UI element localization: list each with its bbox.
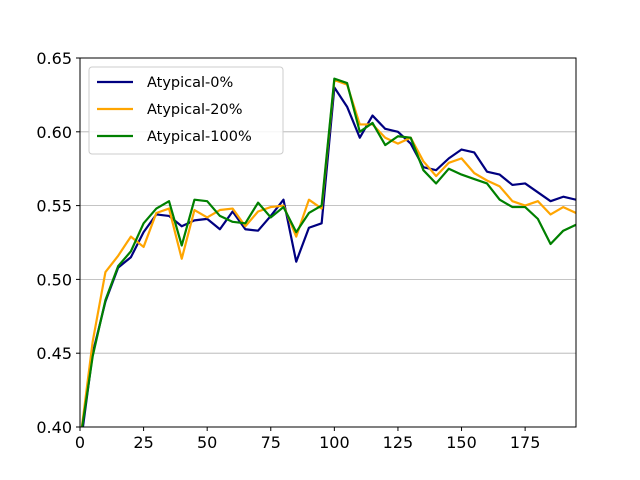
x-axis: 0 25 50 75 100 125 150 175: [75, 427, 540, 452]
legend-label-3: Atypical-100%: [147, 129, 252, 145]
y-axis: 0.40 0.45 0.50 0.55 0.60 0.65: [36, 49, 80, 437]
legend-box: [88, 66, 284, 155]
x-tick-label: 50: [197, 433, 217, 452]
y-tick-label: 0.60: [36, 123, 72, 142]
legend-label-2: Atypical-20%: [147, 102, 243, 118]
y-tick-label: 0.50: [36, 270, 72, 289]
y-tick-label: 0.45: [36, 344, 72, 363]
x-tick-label: 175: [510, 433, 541, 452]
series-lines: [80, 77, 576, 427]
x-tick-label: 150: [446, 433, 477, 452]
x-tick-label: 0: [75, 433, 85, 452]
x-tick-label: 75: [261, 433, 281, 452]
x-tick-label: 25: [133, 433, 153, 452]
y-tick-label: 0.65: [36, 49, 72, 68]
series-line-3: [81, 77, 576, 427]
legend: Atypical-0% Atypical-20% Atypical-100%: [88, 66, 284, 155]
x-tick-label: 125: [383, 433, 414, 452]
legend-label-1: Atypical-0%: [147, 75, 233, 91]
y-tick-label: 0.55: [36, 197, 72, 216]
x-tick-label: 100: [319, 433, 350, 452]
plot-frame: [79, 57, 577, 428]
y-tick-label: 0.40: [36, 418, 72, 437]
